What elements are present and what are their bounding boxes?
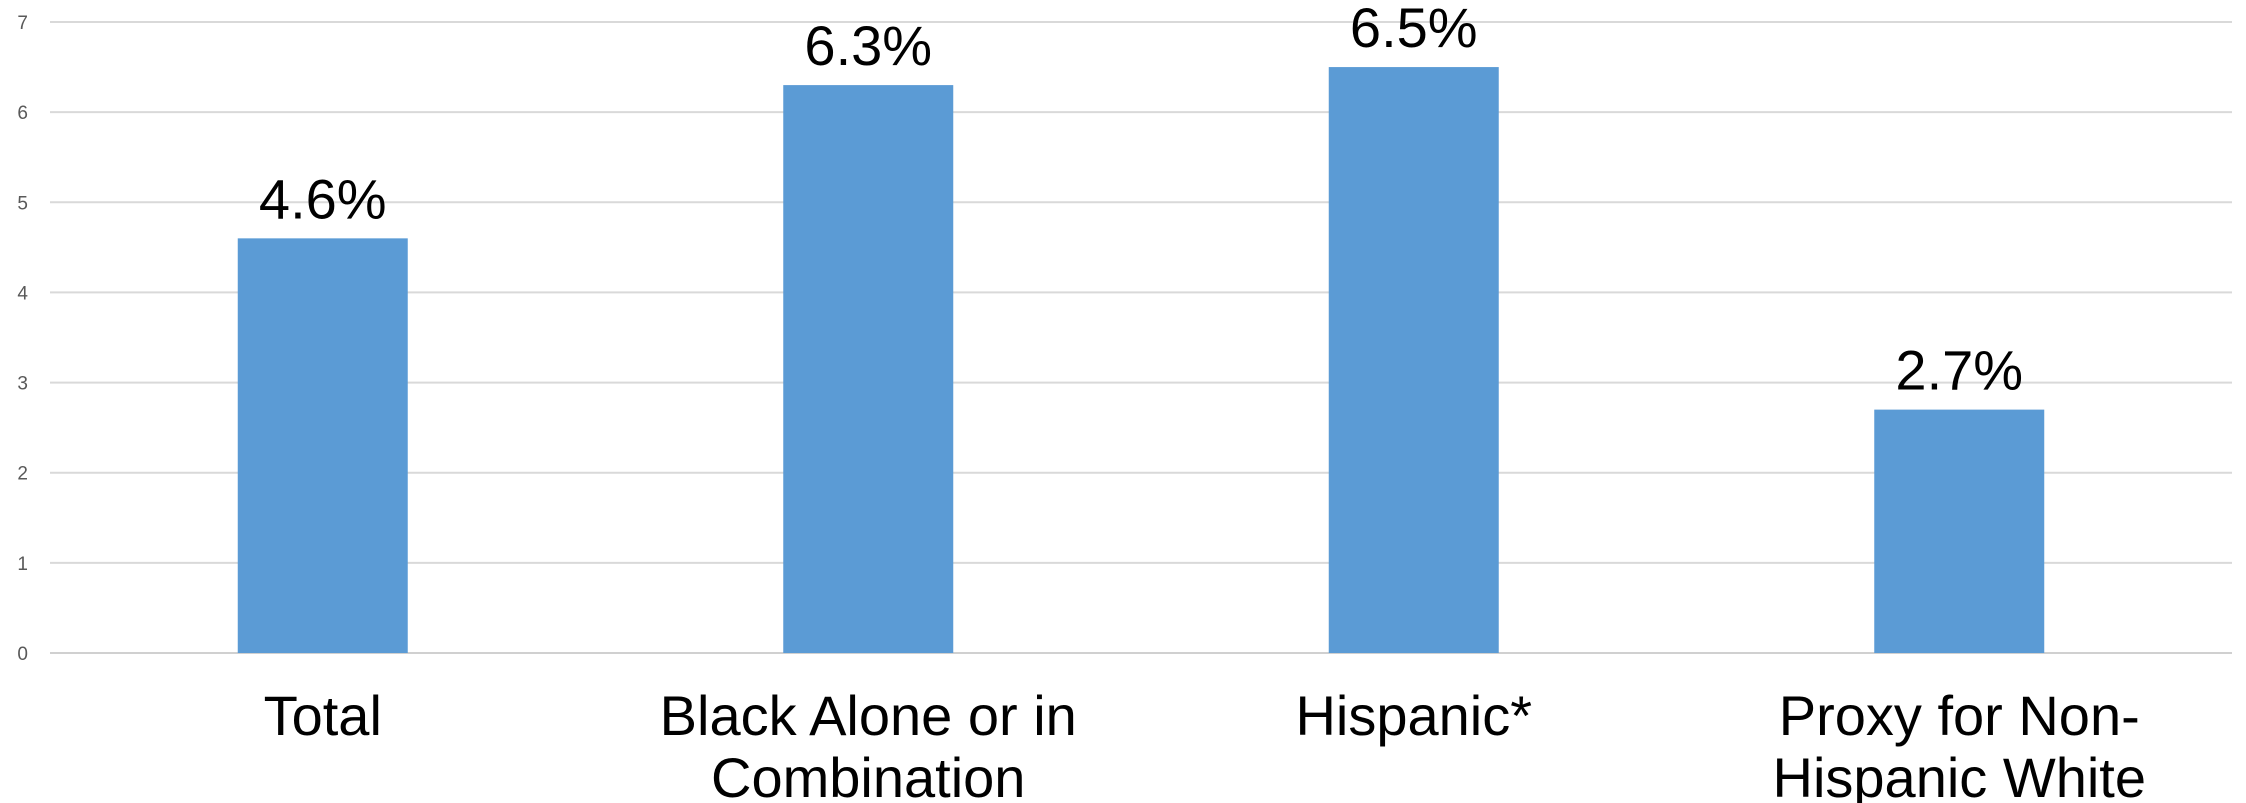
category-label: Hispanic White — [1773, 746, 2146, 803]
data-label: 2.7% — [1895, 339, 2023, 402]
gridlines — [50, 21, 2232, 654]
y-tick-label: 5 — [17, 193, 28, 214]
category-label: Combination — [711, 746, 1025, 803]
y-tick-label: 4 — [17, 283, 28, 304]
y-tick-label: 2 — [17, 464, 28, 485]
bar — [237, 238, 408, 654]
bar — [1874, 409, 2045, 653]
y-axis-tick-labels: 0 1 2 3 4 5 6 7 — [17, 13, 28, 665]
y-tick-label: 3 — [17, 374, 28, 395]
category-label: Proxy for Non- — [1779, 684, 2140, 747]
y-tick-label: 6 — [17, 103, 28, 124]
y-tick-label: 0 — [17, 644, 28, 665]
bar — [1328, 67, 1499, 654]
category-label: Hispanic* — [1295, 684, 1532, 747]
data-label: 4.6% — [259, 167, 387, 230]
category-label: Black Alone or in — [660, 684, 1077, 747]
y-tick-label: 7 — [17, 13, 28, 34]
y-tick-label: 1 — [17, 554, 28, 575]
data-label: 6.5% — [1350, 0, 1478, 59]
data-label: 6.3% — [804, 14, 932, 77]
data-labels: 4.6% 6.3% 6.5% 2.7% — [259, 0, 2023, 402]
bar — [783, 85, 954, 654]
bars — [237, 67, 2045, 654]
category-label: Total — [264, 684, 382, 747]
